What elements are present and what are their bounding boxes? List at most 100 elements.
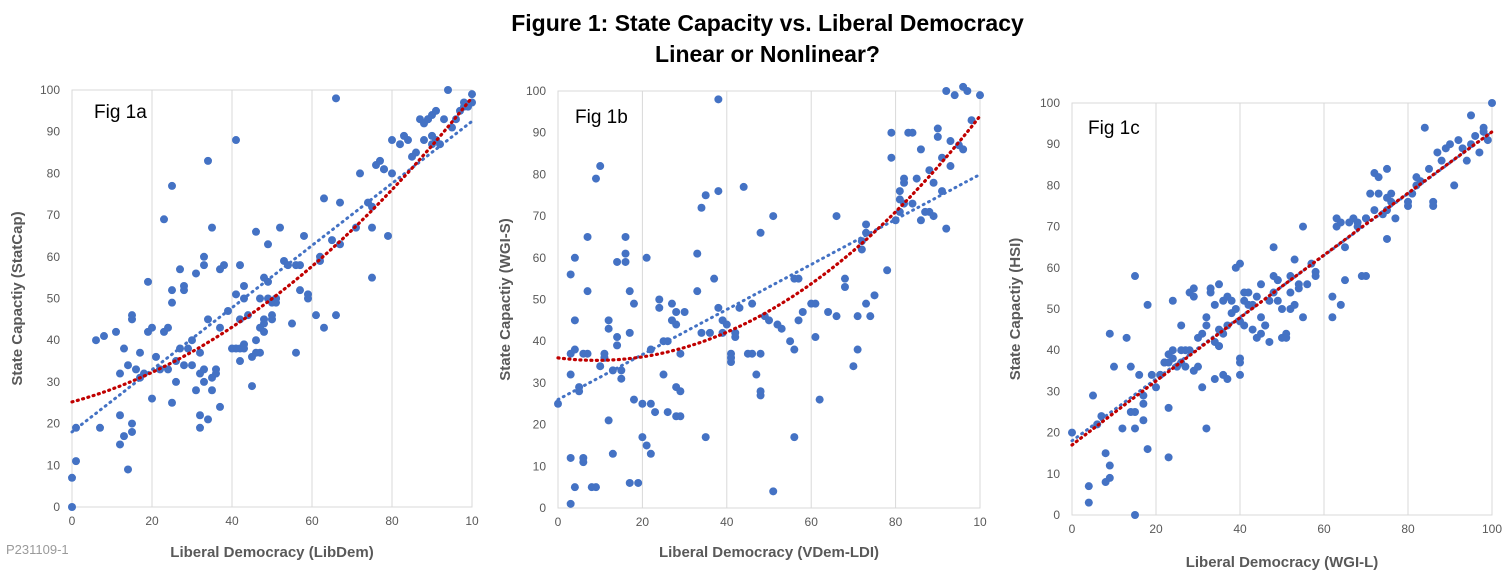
data-point — [116, 440, 124, 449]
data-point — [300, 231, 308, 240]
data-point — [1290, 300, 1299, 309]
data-point — [1257, 329, 1265, 338]
data-point — [1433, 148, 1442, 157]
data-point — [124, 361, 132, 370]
y-tick-label: 30 — [1047, 384, 1061, 398]
data-point — [1147, 370, 1156, 379]
x-axis-label: Liberal Democracy (LibDem) — [170, 544, 373, 561]
y-tick-label: 60 — [533, 251, 547, 265]
data-point — [570, 316, 579, 325]
data-point — [1164, 453, 1173, 462]
y-axis-label: State Capactiy (StatCap) — [9, 211, 26, 385]
data-point — [752, 370, 761, 379]
data-point — [196, 411, 204, 420]
data-point — [332, 311, 340, 320]
data-point — [376, 156, 384, 165]
data-point — [1118, 424, 1127, 433]
data-point — [722, 320, 731, 329]
data-point — [629, 395, 638, 404]
data-point — [883, 266, 892, 275]
data-point — [756, 391, 765, 400]
data-point — [296, 286, 304, 295]
data-point — [672, 308, 681, 317]
data-point — [621, 249, 630, 258]
data-point — [748, 349, 757, 358]
panel-label: Fig 1b — [575, 107, 628, 128]
data-point — [196, 423, 204, 432]
data-point — [608, 449, 617, 458]
data-point — [136, 348, 144, 357]
data-point — [288, 319, 296, 328]
data-point — [188, 361, 196, 370]
y-tick-label: 40 — [1047, 343, 1061, 357]
data-point — [368, 223, 376, 232]
data-point — [1135, 370, 1144, 379]
data-point — [798, 308, 807, 317]
y-tick-label: 20 — [47, 417, 61, 431]
data-point — [168, 181, 176, 190]
data-point — [1084, 498, 1093, 507]
x-tick-label: 40 — [225, 514, 239, 528]
data-point — [1479, 127, 1488, 136]
data-point — [693, 249, 702, 258]
data-point — [1131, 511, 1139, 519]
data-point — [132, 365, 140, 374]
data-point — [1454, 136, 1463, 145]
data-point — [1089, 391, 1097, 400]
data-point — [180, 281, 188, 290]
data-point — [697, 203, 706, 212]
data-point — [824, 308, 833, 317]
data-point — [895, 187, 904, 196]
data-point — [714, 187, 723, 196]
data-point — [638, 399, 647, 408]
data-point — [1471, 131, 1480, 140]
data-point — [216, 402, 224, 411]
data-point — [236, 261, 244, 270]
data-point — [591, 483, 600, 492]
data-point — [1181, 362, 1190, 371]
data-point — [304, 294, 312, 303]
data-point — [264, 240, 272, 249]
data-point — [1353, 218, 1362, 227]
y-tick-label: 50 — [533, 293, 547, 307]
data-point — [651, 408, 660, 417]
data-point — [625, 478, 634, 487]
data-point — [777, 324, 786, 333]
data-point — [790, 345, 799, 354]
data-point — [583, 349, 592, 358]
x-axis-label: Liberal Democracy (WGI-L) — [1186, 554, 1379, 571]
figure-title: Figure 1: State Capacity vs. Liberal Dem… — [0, 8, 1512, 70]
data-point — [659, 370, 668, 379]
data-point — [794, 316, 803, 325]
data-point — [946, 162, 955, 171]
data-point — [164, 365, 172, 374]
data-point — [583, 287, 592, 296]
data-point — [148, 323, 156, 332]
y-tick-label: 100 — [1040, 96, 1060, 110]
data-point — [220, 261, 228, 270]
data-point — [1446, 140, 1454, 149]
data-point — [252, 336, 260, 345]
data-point — [292, 348, 300, 357]
data-point — [320, 194, 328, 203]
data-point — [212, 369, 220, 378]
data-point — [963, 87, 972, 95]
data-point — [1231, 305, 1240, 313]
data-point — [900, 178, 909, 187]
figure-title-line1: Figure 1: State Capacity vs. Liberal Dem… — [511, 10, 1024, 36]
data-point — [613, 341, 622, 350]
y-tick-label: 90 — [533, 126, 547, 140]
data-point — [172, 377, 180, 386]
data-point — [617, 374, 626, 383]
data-point — [600, 349, 609, 358]
data-point — [1189, 284, 1198, 293]
data-point — [912, 174, 921, 183]
x-tick-label: 80 — [889, 515, 903, 529]
data-point — [1164, 403, 1173, 412]
y-tick-label: 70 — [533, 209, 547, 223]
data-point — [634, 478, 643, 487]
data-point — [613, 257, 622, 266]
x-tick-label: 0 — [1069, 522, 1076, 536]
data-point — [356, 169, 364, 178]
data-point — [420, 136, 428, 145]
